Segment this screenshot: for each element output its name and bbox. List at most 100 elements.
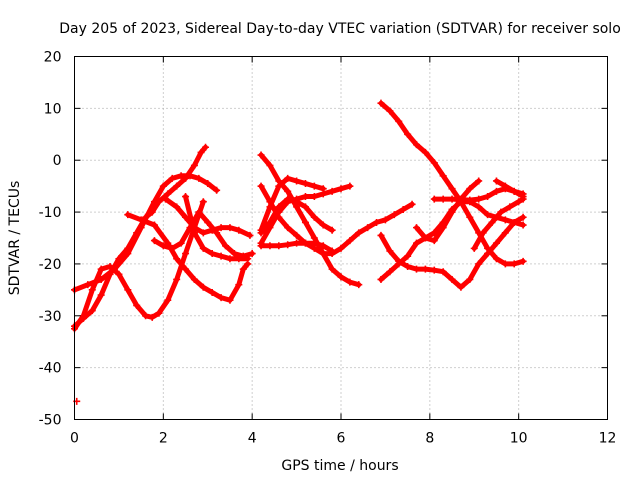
data-point (173, 203, 181, 211)
data-point (301, 193, 309, 201)
x-tick-label: 6 (337, 431, 346, 447)
series-track (258, 152, 362, 288)
data-point (266, 203, 274, 211)
x-tick-label: 8 (425, 431, 434, 447)
data-point (484, 250, 492, 258)
data-point (177, 172, 185, 180)
data-point (381, 216, 389, 224)
data-point (124, 286, 132, 294)
data-point (310, 193, 318, 201)
data-point (475, 177, 483, 185)
data-point (310, 213, 318, 221)
data-point (479, 229, 487, 237)
data-point (519, 195, 527, 203)
tick-labels: 0 2 4 6 8 10 12 -50 -40 -30 -20 -10 0 10 20 (39, 50, 617, 447)
data-point (355, 229, 363, 237)
data-point (475, 203, 483, 211)
data-point (217, 252, 225, 260)
data-point (159, 242, 167, 250)
data-point (310, 239, 318, 247)
data-point (199, 229, 207, 237)
data-points (71, 99, 527, 405)
data-point (284, 187, 292, 195)
data-point (430, 195, 438, 203)
data-point (208, 250, 216, 258)
data-point (115, 270, 123, 278)
data-point (510, 260, 518, 268)
series-arc-13 (257, 174, 327, 234)
data-point (97, 265, 105, 273)
data-point (457, 283, 465, 291)
data-point (246, 231, 254, 239)
data-point (319, 250, 327, 258)
data-point (519, 257, 527, 265)
data-point (124, 211, 132, 219)
data-point (148, 313, 156, 321)
data-point (257, 182, 265, 190)
data-point (430, 266, 438, 274)
data-point (150, 237, 158, 245)
series-arc-20 (470, 195, 527, 252)
data-point (275, 182, 283, 190)
series-arc-15 (377, 213, 527, 291)
data-point (501, 182, 509, 190)
data-point (155, 309, 163, 317)
data-point (84, 281, 92, 289)
data-point (284, 224, 292, 232)
data-point (421, 234, 429, 242)
data-point (515, 198, 523, 206)
data-point (257, 242, 265, 250)
data-point (217, 294, 225, 302)
series-track (494, 178, 526, 199)
data-point (328, 247, 336, 255)
data-point (346, 237, 354, 245)
y-tick-label: 10 (44, 101, 62, 117)
data-point (266, 242, 274, 250)
data-point (266, 161, 274, 169)
data-point (337, 244, 345, 252)
series-arc-14 (377, 99, 527, 268)
y-tick-label: -40 (39, 361, 62, 377)
data-point (413, 141, 421, 149)
x-axis-title: GPS time / hours (281, 458, 398, 474)
data-point (248, 250, 256, 258)
data-point (492, 177, 500, 185)
data-point (159, 182, 167, 190)
data-point (466, 275, 474, 283)
data-point (217, 224, 225, 232)
data-point (501, 229, 509, 237)
data-point (301, 239, 309, 247)
data-point (88, 286, 96, 294)
data-point (319, 221, 327, 229)
grid (74, 56, 608, 420)
data-point (142, 312, 150, 320)
data-point (226, 255, 234, 263)
series-arc-1 (71, 143, 210, 330)
data-point (301, 203, 309, 211)
y-tick-label: -10 (39, 205, 62, 221)
data-point (226, 224, 234, 232)
data-point (448, 195, 456, 203)
y-tick-label: 20 (44, 50, 62, 66)
data-point (457, 196, 465, 204)
data-point (137, 216, 145, 224)
data-point (173, 182, 181, 190)
data-point (182, 250, 190, 258)
data-point (506, 203, 514, 211)
data-point (510, 187, 518, 195)
data-point (208, 226, 216, 234)
data-point (266, 218, 274, 226)
data-point (466, 213, 474, 221)
data-point (328, 187, 336, 195)
data-point (448, 185, 456, 193)
data-point (173, 275, 181, 283)
data-point (88, 307, 96, 315)
chart-title: Day 205 of 2023, Sidereal Day-to-day VTE… (59, 21, 621, 37)
data-point (484, 211, 492, 219)
data-point (501, 260, 509, 268)
data-point (386, 268, 394, 276)
data-point (475, 260, 483, 268)
data-point (150, 198, 158, 206)
data-point (448, 208, 456, 216)
data-point (319, 242, 327, 250)
